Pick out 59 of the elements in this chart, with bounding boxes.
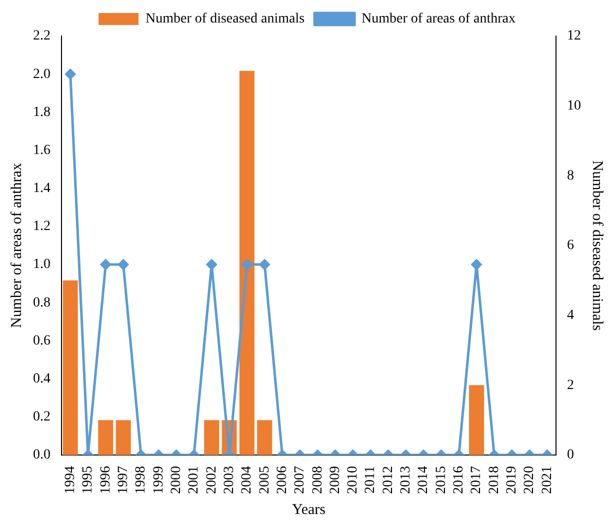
x-tick-label: 2007 [292, 466, 308, 494]
x-tick-label: 1996 [98, 466, 114, 494]
x-tick-label: 2020 [522, 466, 538, 494]
x-tick-label: 2016 [452, 466, 467, 494]
y-tick-label: 2.2 [33, 28, 50, 44]
legend-label: Number of diseased animals [146, 12, 305, 27]
legend-label: Number of areas of anthrax [362, 12, 516, 27]
y-tick-label: 1.2 [33, 219, 50, 234]
bar [239, 70, 254, 455]
y-tick-label: 0.2 [33, 410, 50, 425]
x-tick-label: 2001 [186, 466, 202, 494]
x-tick-label: 2005 [257, 466, 272, 494]
x-tick-label: 2009 [328, 466, 343, 494]
x-tick-label: 2010 [346, 466, 361, 494]
bar [469, 385, 484, 455]
bar [257, 420, 272, 455]
x-tick-label: 2006 [274, 466, 290, 494]
x-tick-label: 1994 [63, 466, 78, 494]
y-tick-label: 1.4 [33, 181, 50, 196]
x-tick-label: 2003 [222, 466, 237, 494]
y-tick-label: 2.0 [33, 66, 50, 82]
x-tick-label: 2002 [204, 466, 220, 494]
x-tick-label: 2013 [398, 466, 414, 494]
x-axis-title: Years [292, 502, 326, 518]
y2-tick-label: 8 [567, 168, 574, 184]
y2-tick-label: 0 [567, 448, 574, 463]
x-tick-label: 1999 [151, 466, 166, 494]
x-tick-label: 2015 [434, 466, 449, 494]
x-tick-label: 2017 [469, 466, 484, 494]
x-tick-label: 2018 [486, 466, 502, 494]
x-tick-label: 2004 [240, 466, 255, 494]
x-tick-label: 2008 [310, 466, 326, 494]
x-tick-label: 2012 [380, 466, 396, 494]
y-tick-label: 0.4 [33, 371, 50, 386]
y-tick-label: 1.8 [33, 104, 50, 120]
y-tick-label: 0.6 [33, 333, 50, 348]
x-tick-label: 2000 [168, 466, 184, 494]
x-tick-label: 1997 [116, 466, 131, 494]
x-tick-label: 2019 [504, 466, 520, 494]
bar [116, 420, 131, 455]
y-tick-label: 1.0 [33, 257, 50, 272]
x-tick-label: 2021 [540, 466, 555, 494]
y-axis-title: Number of areas of anthrax [8, 162, 25, 328]
y2-tick-label: 12 [567, 28, 581, 44]
y-tick-label: 0.0 [33, 448, 50, 463]
y2-tick-label: 6 [567, 238, 574, 254]
x-tick-label: 1998 [134, 466, 149, 494]
x-tick-label: 1995 [80, 466, 96, 494]
y2-axis-title: Number of diseased animals [589, 160, 606, 331]
y2-tick-label: 4 [567, 308, 574, 324]
y2-tick-label: 10 [567, 98, 581, 114]
bar [204, 420, 220, 455]
bar [62, 280, 78, 455]
x-tick-label: 2011 [363, 466, 378, 494]
bar [98, 420, 114, 455]
y2-tick-label: 2 [567, 378, 574, 393]
y-tick-label: 0.8 [33, 295, 50, 310]
x-tick-label: 2014 [416, 466, 432, 494]
y-tick-label: 1.6 [33, 142, 50, 158]
